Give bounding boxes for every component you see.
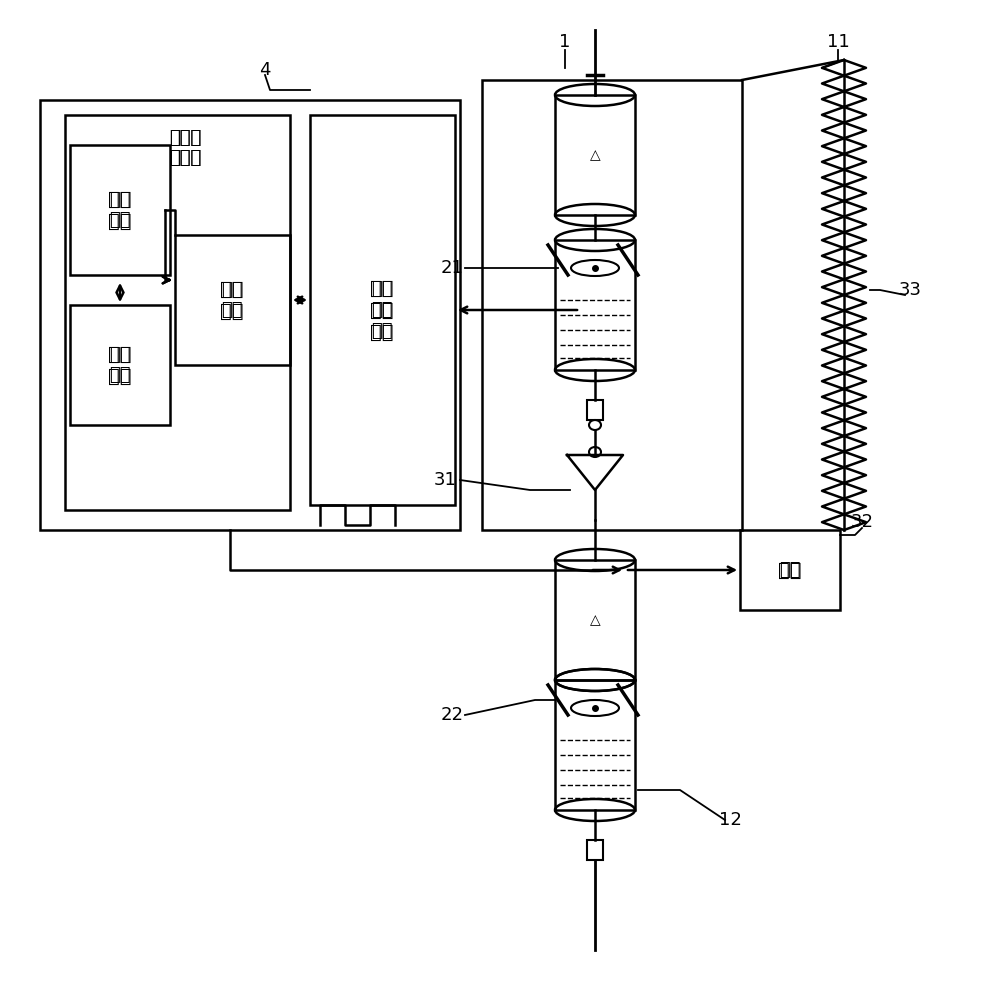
Text: 显示
单元: 显示 单元: [108, 344, 132, 385]
Bar: [70, 145, 170, 275]
Bar: [587, 840, 603, 860]
Text: 11: 11: [827, 33, 849, 51]
Text: 31: 31: [434, 471, 457, 489]
Bar: [555, 240, 635, 370]
Text: 电机: 电机: [779, 561, 801, 579]
Text: 显示
单元: 显示 单元: [109, 346, 131, 384]
Text: 人机交
互模块: 人机交 互模块: [169, 129, 201, 167]
Bar: [555, 680, 635, 810]
Text: 引流
控制
模块: 引流 控制 模块: [371, 280, 393, 340]
Text: 4: 4: [259, 61, 271, 79]
Bar: [482, 80, 742, 530]
Text: 1: 1: [559, 33, 571, 51]
Bar: [587, 400, 603, 420]
Bar: [40, 100, 460, 530]
Text: △: △: [589, 148, 600, 162]
Text: 电机: 电机: [778, 560, 802, 580]
Text: 32: 32: [850, 513, 874, 531]
Bar: [555, 95, 635, 215]
Text: △: △: [589, 613, 600, 627]
Text: 人机交
互模块: 人机交 互模块: [169, 129, 201, 167]
Bar: [310, 115, 455, 505]
Bar: [175, 235, 290, 365]
Text: 报警
单元: 报警 单元: [221, 281, 243, 319]
Text: 引流
控制
模块: 引流 控制 模块: [370, 278, 394, 342]
Bar: [70, 305, 170, 425]
Bar: [65, 115, 290, 510]
Text: 21: 21: [441, 259, 463, 277]
Bar: [740, 530, 840, 610]
Text: 计算
单元: 计算 单元: [108, 190, 132, 231]
Text: 12: 12: [718, 811, 741, 829]
Text: 报警
单元: 报警 单元: [220, 279, 244, 320]
Text: 33: 33: [898, 281, 921, 299]
Text: 计算
单元: 计算 单元: [109, 191, 131, 229]
Text: 22: 22: [441, 706, 463, 724]
Bar: [555, 560, 635, 680]
